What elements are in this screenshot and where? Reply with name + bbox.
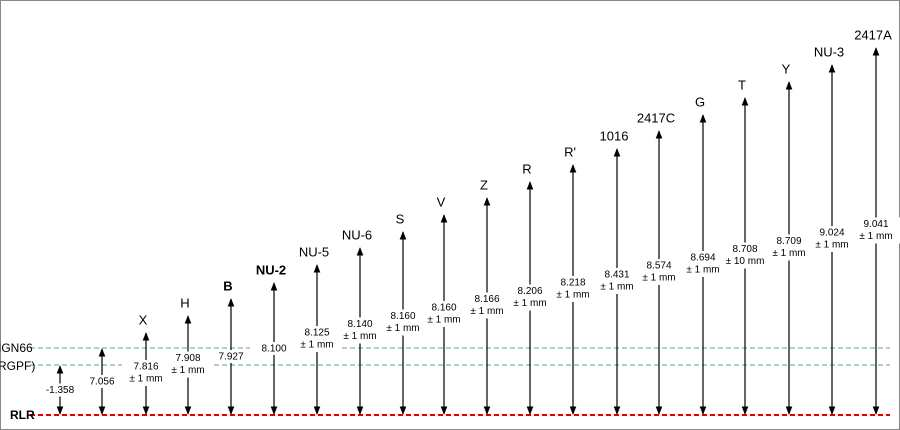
point-label: NU-5: [299, 244, 329, 259]
tolerance-label: ± 1 mm: [343, 331, 376, 342]
value-bg: [36, 383, 84, 397]
tolerance-label: ± 1 mm: [470, 306, 503, 317]
value-label: 8.160: [431, 303, 456, 314]
tolerance-label: ± 1 mm: [815, 240, 848, 251]
point-label: 2417A: [854, 27, 892, 42]
point-label: NU-3: [814, 44, 844, 59]
point-label: S: [396, 211, 405, 226]
value-label: 8.166: [474, 294, 499, 305]
value-bg: [164, 351, 212, 378]
value-label: 8.574: [646, 261, 671, 272]
tolerance-label: ± 1 mm: [129, 374, 162, 385]
value-label: 7.927: [218, 352, 243, 363]
value-label: 8.694: [690, 253, 715, 264]
tolerance-label: ± 1 mm: [642, 273, 675, 284]
value-bg: [207, 350, 255, 363]
value-bg: [78, 375, 126, 388]
tolerance-label: ± 10 mm: [726, 256, 765, 267]
value-label: -1.358: [46, 385, 75, 396]
rlr-label: RLR: [10, 408, 35, 422]
value-bg: [379, 309, 427, 336]
value-bg: [765, 234, 813, 261]
value-bg: [721, 242, 769, 269]
value-label: 8.709: [776, 236, 801, 247]
value-label: 8.708: [732, 244, 757, 255]
value-label: 7.816: [133, 362, 158, 373]
value-bg: [635, 259, 683, 285]
value-bg: [808, 226, 856, 252]
tolerance-label: ± 1 mm: [859, 231, 892, 242]
point-label: NU-6: [342, 227, 372, 242]
point-label: B: [223, 278, 232, 293]
value-label: 8.206: [517, 286, 542, 297]
point-label: NU-2: [256, 262, 286, 277]
value-bg: [506, 284, 554, 311]
value-bg: [852, 217, 900, 244]
point-label: Y: [782, 61, 791, 76]
tolerance-label: ± 1 mm: [556, 290, 589, 301]
value-bg: [293, 326, 341, 352]
point-label: 1016: [600, 128, 629, 143]
point-label: G: [695, 94, 705, 109]
tolerance-label: ± 1 mm: [171, 365, 204, 376]
value-label: 7.908: [175, 353, 200, 364]
tolerance-label: ± 1 mm: [386, 323, 419, 334]
value-label: 8.140: [347, 319, 372, 330]
value-bg: [336, 317, 384, 344]
point-label: T: [738, 77, 746, 92]
point-label: 2417C: [637, 110, 675, 125]
point-label: R': [564, 144, 576, 159]
value-label: 7.056: [89, 377, 114, 388]
value-label: 8.431: [604, 270, 629, 281]
value-bg: [679, 251, 727, 277]
point-label: R: [522, 161, 531, 176]
tolerance-label: ± 1 mm: [300, 340, 333, 351]
point-label: Z: [480, 177, 488, 192]
value-bg: [463, 292, 511, 319]
ign66-label: IGN66: [0, 341, 33, 355]
rgpf-label: (RGPF): [0, 359, 35, 373]
value-label: 9.041: [863, 219, 888, 230]
point-label: H: [180, 295, 189, 310]
tolerance-label: ± 1 mm: [772, 248, 805, 259]
value-label: 8.218: [560, 278, 585, 289]
point-label: V: [437, 194, 446, 209]
tolerance-label: ± 1 mm: [427, 315, 460, 326]
tolerance-label: ± 1 mm: [686, 265, 719, 276]
tolerance-label: ± 1 mm: [600, 282, 633, 293]
value-bg: [420, 301, 468, 327]
value-bg: [250, 342, 298, 355]
tolerance-label: ± 1 mm: [513, 298, 546, 309]
value-bg: [549, 276, 597, 302]
value-label: 9.024: [819, 228, 844, 239]
value-bg: [122, 360, 170, 386]
value-label: 8.160: [390, 311, 415, 322]
value-label: 8.125: [304, 328, 329, 339]
value-bg: [593, 268, 641, 294]
point-label: X: [139, 312, 148, 327]
value-label: 8.100: [261, 344, 286, 355]
